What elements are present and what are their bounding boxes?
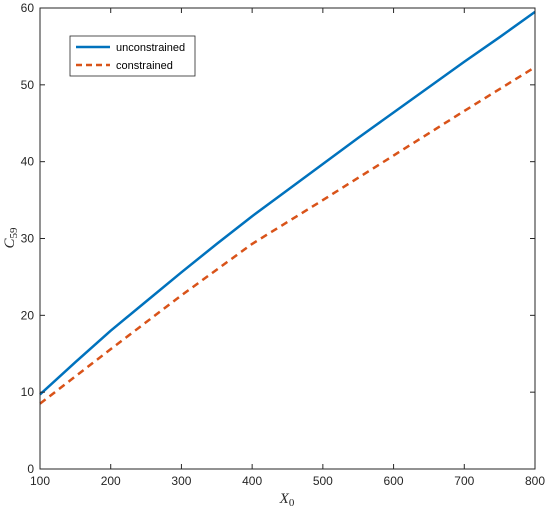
- x-tick-label: 600: [384, 474, 404, 488]
- legend: unconstrained constrained: [69, 35, 196, 77]
- y-tick-label: 0: [27, 462, 34, 476]
- y-tick-label: 60: [21, 1, 35, 15]
- x-tick-label: 500: [313, 474, 333, 488]
- x-axis-ticks: 100 200 300 400 500 600 700 800: [30, 8, 545, 488]
- x-tick-label: 300: [171, 474, 191, 488]
- y-axis-label: C59: [2, 227, 20, 249]
- y-axis-ticks: 0 10 20 30 40 50 60: [21, 1, 535, 476]
- x-axis-label: X0: [279, 491, 295, 509]
- x-axis-label-sub: 0: [289, 497, 295, 509]
- y-tick-label: 40: [21, 155, 35, 169]
- x-tick-label: 800: [525, 474, 545, 488]
- plot-area: [40, 8, 535, 469]
- x-tick-label: 400: [242, 474, 262, 488]
- legend-label-unconstrained: unconstrained: [116, 42, 185, 54]
- x-tick-label: 200: [101, 474, 121, 488]
- x-tick-label: 700: [454, 474, 474, 488]
- y-tick-label: 20: [21, 308, 35, 322]
- legend-label-constrained: constrained: [116, 60, 173, 72]
- legend-box: [69, 35, 196, 77]
- y-tick-label: 10: [21, 385, 35, 399]
- y-axis-label-sub: 59: [8, 227, 20, 239]
- y-tick-label: 30: [21, 232, 35, 246]
- series-layer: [39, 10, 536, 405]
- series-line-unconstrained: [39, 10, 536, 396]
- x-axis-label-main: X: [279, 491, 290, 507]
- y-tick-label: 50: [21, 78, 35, 92]
- axes-box: [39, 7, 536, 470]
- x-tick-label: 100: [30, 474, 50, 488]
- y-axis-label-main: C: [2, 238, 18, 249]
